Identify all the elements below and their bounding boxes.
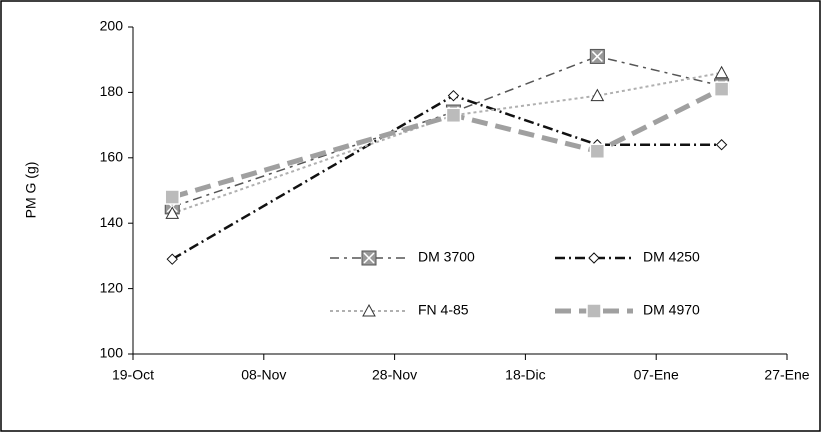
marker-shape [589,143,606,160]
marker-shape [591,50,603,62]
marker [166,253,178,265]
marker-shape [588,252,600,264]
marker-shape [714,65,729,79]
legend-item: FN 4-85 [330,302,469,318]
marker-shape [715,139,728,151]
series-line [171,86,723,200]
marker [362,303,376,317]
x-tick-label: 27-Ene [764,367,809,383]
marker [445,107,462,124]
marker [589,48,605,64]
marker [715,139,728,151]
y-tick-label: 140 [100,214,124,230]
marker [590,88,605,102]
marker [586,303,602,319]
marker-shape [166,253,178,265]
legend-label: DM 4970 [643,302,700,318]
series-line [171,71,722,215]
marker-shape [713,81,730,97]
marker [713,81,730,97]
x-tick-label: 19-Oct [112,367,154,383]
marker-shape [165,206,180,219]
legend-label: FN 4-85 [418,302,469,318]
y-tick-label: 180 [100,83,124,99]
marker [447,89,460,102]
legend-label: DM 3700 [418,249,475,265]
y-tick-label: 200 [100,18,124,34]
x-tick-label: 18-Dic [505,367,545,383]
legend-item: DM 3700 [330,249,475,266]
marker [361,250,377,266]
marker-shape [164,189,180,205]
y-tick-label: 100 [100,345,124,361]
y-axis-label: PM G (g) [23,162,39,219]
marker [164,189,180,205]
marker-shape [362,303,376,317]
marker-shape [363,252,375,264]
y-tick-label: 120 [100,279,124,295]
marker-shape [590,88,605,102]
marker [589,143,606,160]
legend-label: DM 4250 [643,249,700,265]
marker [588,252,600,264]
legend-item: DM 4970 [555,302,700,319]
x-tick-label: 07-Ene [634,367,679,383]
series-line [171,94,722,261]
legend-item: DM 4250 [555,249,700,265]
x-tick-label: 08-Nov [241,367,286,383]
series-line [172,55,722,208]
x-tick-label: 28-Nov [372,367,417,383]
y-tick-label: 160 [100,149,124,165]
marker-shape [586,303,602,319]
marker-shape [447,89,460,102]
marker [165,206,180,219]
marker-shape [445,107,462,124]
marker [714,65,729,79]
